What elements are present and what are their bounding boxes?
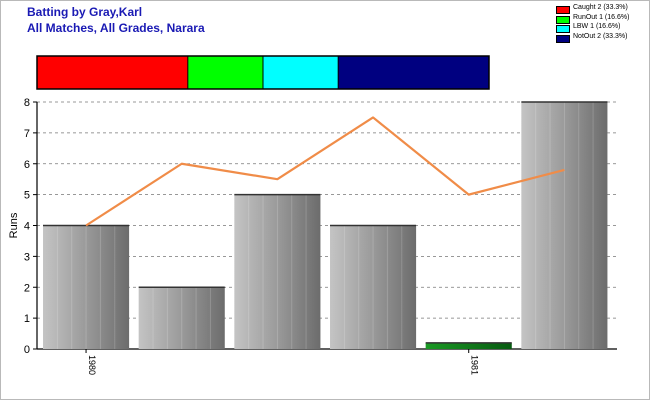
- bar-0: [43, 225, 130, 349]
- bar-5: [521, 102, 608, 349]
- legend-label-runout: RunOut 1 (16.6%): [573, 13, 630, 21]
- legend-swatch-lbw: [556, 25, 570, 33]
- dismissal-segment-notout: [338, 56, 489, 89]
- legend-label-lbw: LBW 1 (16.6%): [573, 23, 621, 30]
- bar-1: [138, 287, 225, 349]
- legend-swatch-caught: [556, 6, 570, 14]
- legend-swatch-notout: [556, 34, 570, 43]
- bar-3: [330, 225, 417, 349]
- bar-4: [425, 342, 512, 349]
- chart-title: Batting by Gray,Karl: [27, 5, 143, 19]
- x-tick-label-1981: 1981: [470, 355, 480, 375]
- dismissal-segment-caught: [37, 56, 188, 89]
- y-tick-label: 1: [24, 313, 30, 325]
- dismissal-segment-runout: [187, 56, 263, 89]
- y-tick-label: 6: [24, 159, 30, 171]
- dismissal-segment-lbw: [263, 56, 339, 89]
- runs-line: [85, 116, 565, 227]
- legend-item-runout: RunOut 1 (16.6%): [553, 13, 643, 24]
- legend-label-caught: Caught 2 (33.3%): [573, 4, 628, 11]
- legend-swatch-runout: [556, 15, 570, 24]
- dismissal-bar-border: [36, 55, 490, 90]
- x-tick-label-1980: 1980: [87, 355, 97, 375]
- legend-item-notout: NotOut 2 (33.3%): [553, 32, 643, 43]
- legend-label-notout: NotOut 2 (33.3%): [573, 32, 628, 40]
- y-tick-label: 7: [24, 128, 30, 140]
- y-axis-label: Runs: [8, 212, 20, 238]
- bar-2: [234, 194, 321, 349]
- y-tick-label: 0: [24, 344, 30, 356]
- y-tick-label: 4: [24, 221, 30, 233]
- legend: Caught 2 (33.3%) RunOut 1 (16.6%) LBW 1 …: [553, 4, 643, 43]
- y-tick-label: 5: [24, 190, 30, 202]
- legend-item-caught: Caught 2 (33.3%): [553, 4, 643, 14]
- y-tick-label: 8: [24, 97, 30, 109]
- legend-item-lbw: LBW 1 (16.6%): [553, 23, 643, 33]
- y-tick-label: 2: [24, 282, 30, 294]
- chart-subtitle: All Matches, All Grades, Narara: [27, 21, 205, 35]
- y-tick-label: 3: [24, 251, 30, 263]
